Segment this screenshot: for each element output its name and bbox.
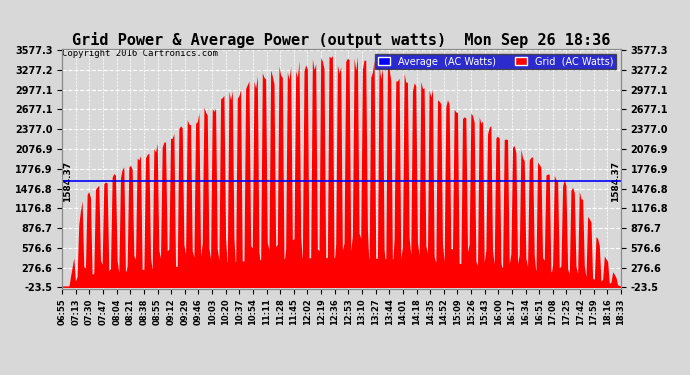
Text: 1584.37: 1584.37 bbox=[63, 161, 72, 202]
Text: 1584.37: 1584.37 bbox=[611, 161, 620, 202]
Text: Copyright 2016 Cartronics.com: Copyright 2016 Cartronics.com bbox=[62, 49, 218, 58]
Legend: Average  (AC Watts), Grid  (AC Watts): Average (AC Watts), Grid (AC Watts) bbox=[375, 54, 616, 69]
Title: Grid Power & Average Power (output watts)  Mon Sep 26 18:36: Grid Power & Average Power (output watts… bbox=[72, 32, 611, 48]
